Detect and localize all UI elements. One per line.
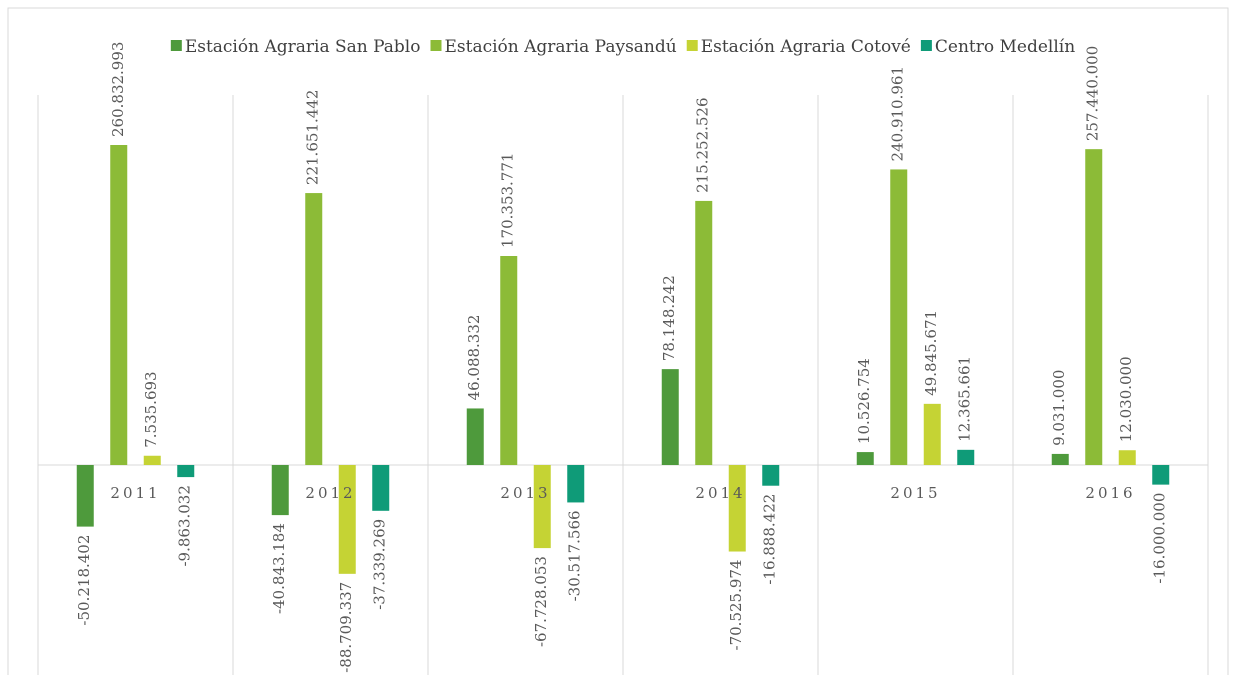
data-label: -40.843.184	[270, 523, 288, 614]
x-tick-label: 2013	[500, 484, 550, 502]
x-tick-label: 2012	[305, 484, 355, 502]
data-label: 12.030.000	[1117, 356, 1135, 442]
legend-label: Estación Agraria Paysandú	[444, 37, 676, 57]
data-label: 78.148.242	[660, 275, 678, 361]
data-label: -16.888.422	[761, 494, 779, 585]
data-label: -70.525.974	[727, 560, 745, 651]
bar	[177, 465, 195, 478]
data-label: 12.365.661	[956, 356, 974, 442]
legend-marker	[686, 40, 698, 51]
bar	[762, 465, 780, 486]
data-label: 49.845.671	[922, 310, 940, 396]
bar	[76, 465, 94, 527]
data-label: -16.000.000	[1151, 493, 1169, 584]
bar	[533, 465, 551, 549]
bar	[856, 452, 874, 465]
data-label: 9.031.000	[1050, 370, 1068, 446]
x-tick-label: 2016	[1085, 484, 1135, 502]
x-tick-label: 2015	[890, 484, 940, 502]
bar	[1152, 465, 1170, 485]
data-label: -30.517.566	[566, 510, 584, 601]
legend-marker	[920, 40, 932, 51]
bar	[923, 403, 941, 465]
x-tick-label: 2014	[695, 484, 745, 502]
bar	[567, 465, 585, 503]
data-label: -50.218.402	[75, 535, 93, 626]
data-label: -9.863.032	[176, 485, 194, 566]
bar	[500, 256, 518, 465]
data-label: 170.353.771	[499, 153, 517, 248]
bar	[890, 169, 908, 466]
data-label: 221.651.442	[304, 90, 322, 185]
x-tick-label: 2011	[110, 484, 160, 502]
bar	[695, 200, 713, 466]
legend-label: Estación Agraria Cotové	[701, 37, 911, 57]
data-label: 257.440.000	[1084, 46, 1102, 141]
data-label: 46.088.332	[465, 315, 483, 401]
bar	[957, 449, 975, 465]
bar	[661, 369, 679, 465]
data-label: -67.728.053	[532, 556, 550, 647]
bar	[110, 145, 128, 465]
legend-marker	[170, 40, 182, 51]
legend-marker	[430, 40, 442, 51]
data-label: 260.832.993	[109, 42, 127, 137]
data-label: -88.709.337	[337, 582, 355, 673]
data-label: 215.252.526	[694, 97, 712, 192]
bar	[1118, 450, 1136, 465]
data-label: 10.526.754	[855, 358, 873, 444]
bar	[338, 465, 356, 574]
legend-label: Estación Agraria San Pablo	[185, 37, 421, 57]
bar	[466, 408, 484, 465]
bar	[1085, 149, 1103, 465]
legend-label: Centro Medellín	[935, 37, 1075, 57]
chart-border	[7, 7, 1229, 675]
data-label: -37.339.269	[371, 519, 389, 610]
bar	[372, 465, 390, 511]
bar	[143, 455, 161, 465]
bar	[728, 465, 746, 552]
bar	[1051, 453, 1069, 465]
data-label: 240.910.961	[889, 66, 907, 161]
bar	[271, 465, 289, 516]
bar	[305, 193, 323, 465]
data-label: 7.535.693	[142, 371, 160, 447]
